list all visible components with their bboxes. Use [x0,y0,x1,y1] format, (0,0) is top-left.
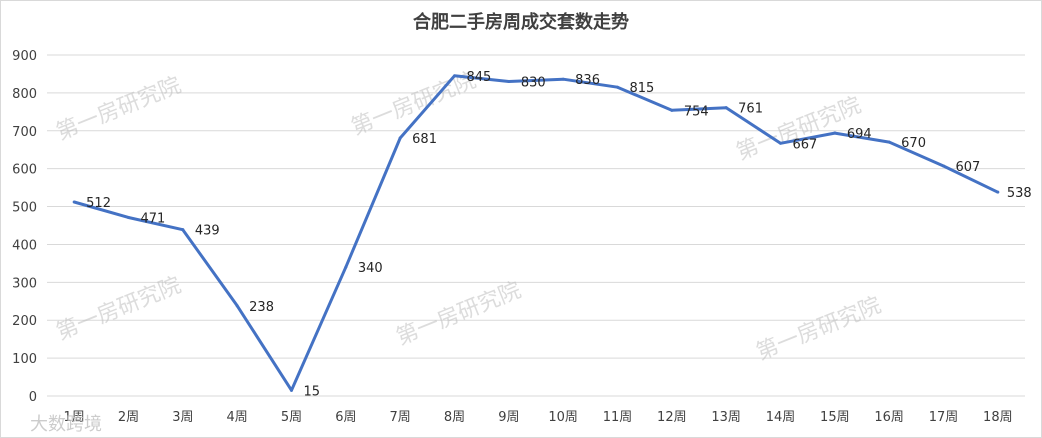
watermark-text: 第一房研究院 [53,73,185,146]
data-point [235,304,239,308]
y-tick-label: 900 [12,49,37,64]
x-tick-label: 15周 [820,410,850,425]
data-label: 694 [847,127,872,142]
y-tick-label: 300 [12,276,37,291]
data-label: 471 [141,212,166,227]
data-label: 340 [358,261,383,276]
gridlines [47,54,1025,397]
y-tick-label: 200 [12,314,37,329]
x-tick-label: 9周 [498,410,519,425]
x-tick-label: 12周 [657,410,687,425]
x-tick-label: 6周 [335,410,356,425]
data-label: 836 [575,73,600,88]
data-point [290,388,293,392]
chart-title: 合肥二手房周成交套数走势 [413,12,629,33]
data-point [344,265,348,269]
data-label: 815 [630,81,655,96]
data-point [127,216,130,220]
data-label: 754 [684,104,709,119]
data-label: 439 [195,224,220,239]
x-tick-label: 5周 [281,410,302,425]
x-tick-label: 10周 [548,410,578,425]
data-point [942,164,945,168]
data-point [670,108,674,112]
y-tick-label: 700 [12,125,37,140]
y-tick-label: 0 [29,390,37,405]
x-tick-label: 4周 [227,410,248,425]
data-label: 830 [521,76,546,91]
x-tick-label: 11周 [603,410,633,425]
corner-watermark-text: 大数跨境 [30,414,102,435]
data-labels: 512 471 439 238 15 340 681 845 830 836 815 754 761 66… [86,70,1031,399]
data-point [72,200,76,204]
data-label: 667 [793,137,818,152]
x-axis-ticks: 1周 2周 3周 4周 5周 6周 7周 8周 9周 10周 11周 12周 13周 14周 15周 16周 1… [64,410,1013,425]
data-label: 845 [467,70,492,85]
data-point [996,190,1000,194]
y-tick-label: 100 [12,352,37,367]
data-point [616,85,619,89]
x-tick-label: 16周 [874,410,904,425]
data-label: 670 [901,136,926,151]
series-lines [72,74,1000,392]
data-label: 15 [304,384,321,399]
y-tick-label: 800 [12,87,37,102]
y-tick-label: 500 [12,201,37,216]
y-axis-ticks: 0 100 200 300 400 500 600 700 800 900 [12,49,37,405]
y-tick-label: 600 [12,163,37,178]
data-label: 761 [738,102,763,117]
data-point [779,141,782,145]
corner-watermark: 大数跨境 [30,414,102,435]
x-tick-label: 3周 [172,410,193,425]
watermark-text: 第一房研究院 [53,273,185,346]
data-label: 238 [249,300,274,315]
watermark-text: 第一房研究院 [753,293,885,366]
data-label: 681 [412,132,437,147]
watermark-text: 第一房研究院 [393,278,525,351]
data-point [833,131,837,135]
data-point [507,80,511,84]
x-tick-label: 18周 [983,410,1013,425]
x-tick-label: 8周 [444,410,465,425]
data-point [453,74,456,78]
x-tick-label: 1周 [64,410,85,425]
x-tick-label: 2周 [118,410,139,425]
data-point [181,228,185,232]
data-label: 538 [1007,186,1032,201]
data-point [887,140,891,144]
x-tick-label: 14周 [766,410,796,425]
data-point [724,106,728,110]
data-label: 512 [86,196,111,211]
data-point [561,77,565,81]
y-tick-label: 400 [12,238,37,253]
series-line [73,74,999,392]
x-tick-label: 13周 [711,410,741,425]
data-point [398,136,402,140]
data-label: 607 [956,160,981,175]
watermark-text: 第一房研究院 [348,68,480,141]
x-tick-label: 7周 [390,410,411,425]
x-tick-label: 17周 [929,410,959,425]
